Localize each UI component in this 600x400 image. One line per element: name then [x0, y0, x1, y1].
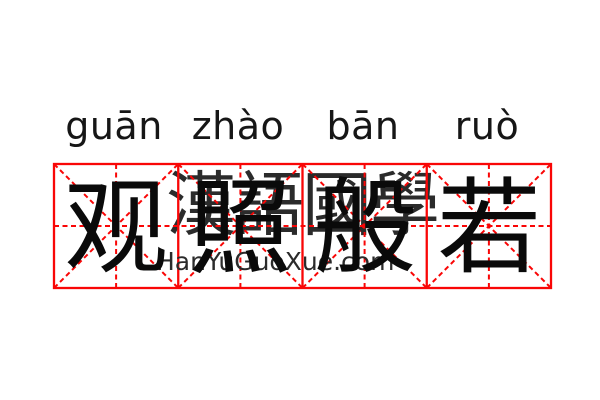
hanzi-character-3: 般: [312, 167, 418, 289]
pinyin-syllable-3: bān: [326, 104, 400, 148]
site-watermark-latin: HanYuGuoXue.com: [156, 247, 395, 276]
grid-outer-border: [52, 162, 553, 290]
hanzi-character-2: 照: [187, 167, 293, 289]
pinyin-syllable-2: zhào: [191, 104, 285, 148]
pinyin-syllable-4: ruò: [454, 104, 520, 148]
pinyin-syllable-1: guān: [65, 104, 163, 148]
hanzi-character-1: 观: [63, 167, 169, 289]
hanzi-character-4: 若: [436, 167, 542, 289]
tianzige-cell-2: [177, 163, 304, 289]
